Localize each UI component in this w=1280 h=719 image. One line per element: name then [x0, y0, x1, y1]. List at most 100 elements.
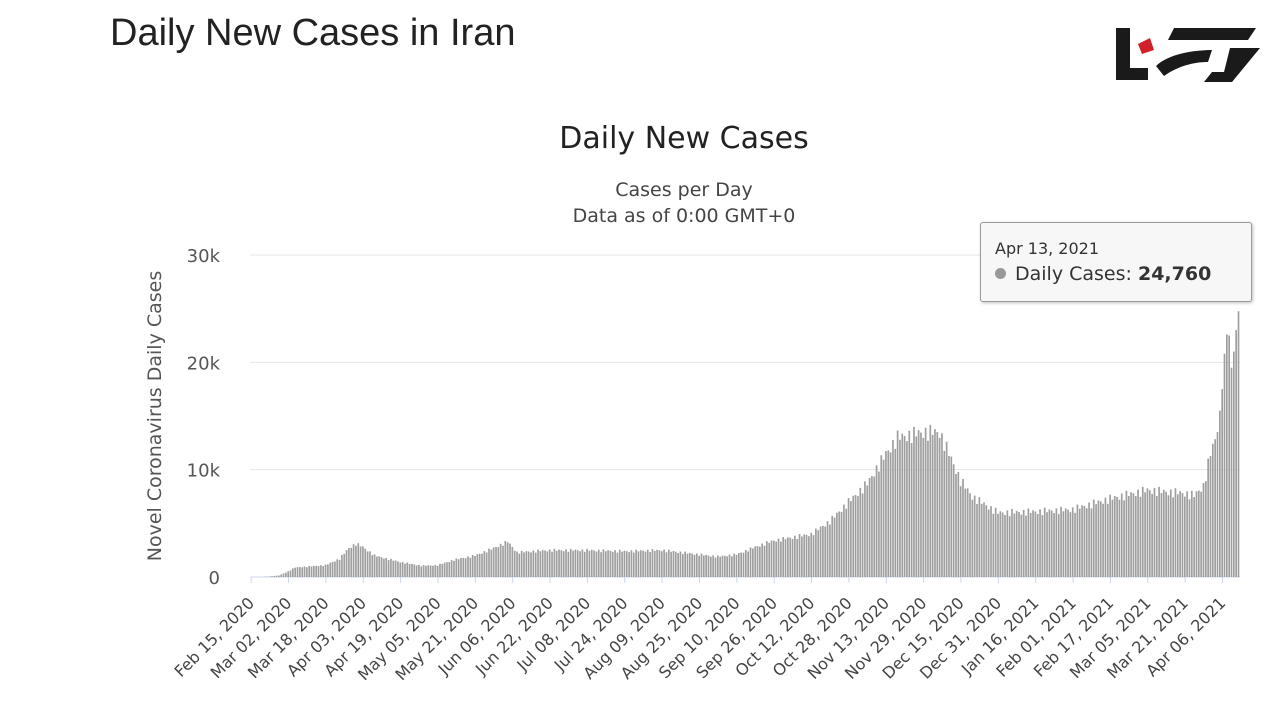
bar	[1134, 496, 1137, 577]
bar	[644, 551, 647, 577]
bar	[383, 558, 385, 577]
bar	[1186, 491, 1188, 577]
bar	[294, 567, 297, 577]
bar	[415, 565, 418, 577]
bar	[691, 553, 693, 577]
bar	[966, 488, 969, 577]
bar	[749, 547, 752, 577]
bar	[854, 495, 857, 577]
bar	[1081, 505, 1083, 577]
bar	[695, 553, 698, 577]
y-tick-label: 30k	[187, 246, 221, 267]
bar	[1109, 494, 1111, 577]
bar	[985, 505, 988, 577]
bar	[506, 542, 509, 577]
bar	[1095, 504, 1097, 577]
bar	[780, 541, 782, 577]
bar	[1008, 516, 1011, 577]
bar	[553, 548, 556, 577]
bar	[1036, 514, 1039, 577]
bar	[271, 576, 273, 577]
bar	[660, 551, 663, 577]
bar	[815, 528, 817, 577]
chart-subtitle-line-1: Cases per Day	[615, 179, 753, 201]
bar	[920, 432, 922, 577]
bar	[1048, 509, 1051, 577]
bar	[280, 574, 283, 577]
bar	[1139, 496, 1142, 577]
bar	[1069, 512, 1072, 577]
bar	[861, 493, 864, 577]
bar	[775, 541, 778, 577]
bar	[520, 550, 523, 577]
bar	[303, 566, 306, 577]
bar	[1078, 508, 1081, 577]
bar	[1223, 353, 1226, 577]
bar	[315, 565, 318, 577]
bar	[1141, 486, 1144, 577]
bar	[1146, 488, 1149, 577]
bar	[604, 551, 607, 577]
bar	[906, 441, 908, 577]
tooltip-series-dot-icon	[995, 268, 1006, 279]
bar	[964, 488, 967, 577]
bar	[978, 497, 981, 577]
bar	[999, 511, 1002, 577]
bar	[994, 507, 997, 577]
bar	[420, 566, 423, 577]
bar	[1130, 492, 1132, 577]
bar	[1018, 512, 1020, 577]
bar	[268, 576, 271, 577]
bar	[850, 501, 852, 577]
bar	[548, 549, 551, 577]
bar	[791, 538, 794, 577]
page-heading: Daily New Cases in Iran	[110, 12, 516, 54]
bar	[1043, 507, 1046, 577]
bar	[569, 548, 572, 577]
bar	[702, 555, 705, 577]
bar	[857, 496, 859, 577]
bar	[436, 565, 439, 577]
bar	[546, 551, 549, 577]
bar	[523, 552, 525, 577]
bar	[371, 555, 374, 577]
bar	[969, 493, 971, 577]
bar	[292, 568, 294, 577]
chart-title: Daily New Cases	[559, 121, 808, 156]
bar	[530, 552, 532, 577]
bar	[959, 486, 962, 577]
bar	[845, 508, 848, 577]
bar	[1158, 486, 1160, 577]
bar	[450, 560, 453, 577]
bar	[345, 550, 348, 577]
bar	[488, 548, 490, 577]
bar	[1074, 512, 1076, 577]
bar	[467, 556, 469, 577]
bar	[306, 567, 308, 577]
bar	[282, 573, 285, 577]
bar	[642, 550, 644, 577]
tooltip-value: 24,760	[1137, 263, 1212, 285]
bar	[583, 551, 586, 577]
bar	[763, 545, 766, 577]
bar	[1090, 508, 1093, 577]
bar	[707, 555, 710, 577]
bar	[446, 562, 448, 577]
bar	[1214, 439, 1216, 577]
bar	[581, 549, 584, 577]
bar	[448, 561, 451, 577]
bar	[836, 512, 838, 577]
bar	[525, 551, 528, 577]
bar	[817, 530, 820, 577]
bar	[1160, 492, 1163, 577]
bar	[579, 551, 581, 577]
bar	[700, 553, 703, 577]
bar	[392, 560, 395, 577]
bar	[541, 550, 544, 577]
bar	[639, 550, 642, 577]
bar	[1083, 506, 1086, 577]
bar	[593, 550, 595, 577]
bar	[712, 555, 714, 577]
bar	[651, 549, 654, 577]
bar	[1125, 490, 1128, 577]
